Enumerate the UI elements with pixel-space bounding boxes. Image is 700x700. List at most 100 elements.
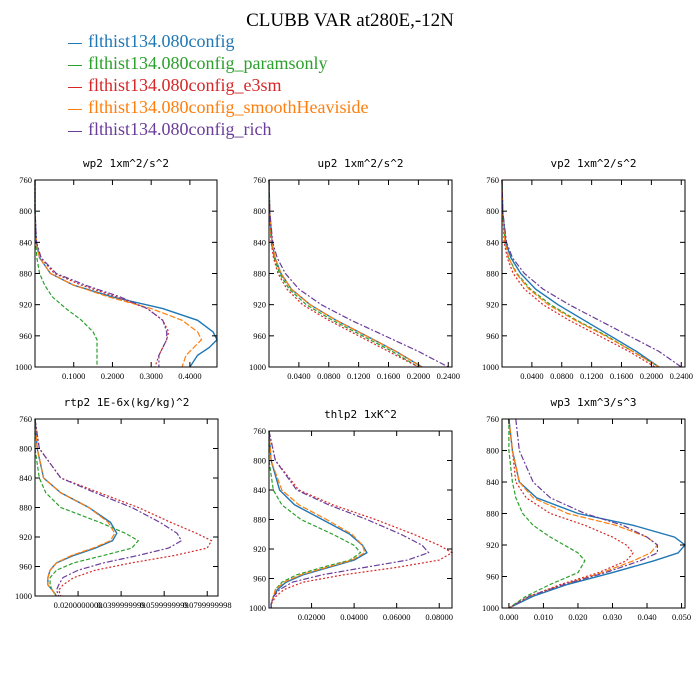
series-line <box>34 180 218 368</box>
y-tick-label: 880 <box>253 515 266 525</box>
series-line <box>34 180 203 368</box>
legend: flthist134.080config flthist134.080config… <box>68 30 368 140</box>
legend-swatch <box>68 42 82 44</box>
panel-title: wp2 1xm^2/s^2 <box>83 157 169 170</box>
x-tick-label: 0.06000 <box>383 612 411 622</box>
x-tick-label: 0.0400 <box>287 371 310 381</box>
y-tick-label: 840 <box>253 237 266 247</box>
y-tick-label: 880 <box>486 269 499 279</box>
series-line <box>268 179 423 368</box>
series-line <box>34 418 183 597</box>
plot-frame <box>268 179 453 368</box>
x-tick-label: 0.08000 <box>425 612 453 622</box>
panel: wp3 1xm^3/s^3 760 800 840 880 920 960 10000.000… <box>482 396 691 622</box>
legend-item: flthist134.080config_smoothHeaviside <box>68 96 368 118</box>
panel-title: vp2 1xm^2/s^2 <box>550 157 636 170</box>
series-line <box>34 418 118 597</box>
legend-label: flthist134.080config_rich <box>88 119 272 139</box>
y-tick-label: 1000 <box>482 362 499 372</box>
plot-frame <box>34 179 218 368</box>
panel: thlp2 1xK^2 760 800 840 880 920 960 1000 0.02000… <box>249 408 454 622</box>
y-tick-label: 760 <box>253 426 266 436</box>
x-tick-label: 0.1200 <box>580 371 603 381</box>
legend-label: flthist134.080config_e3sm <box>88 75 282 95</box>
panel: rtp2 1E-6x(kg/kg)^2 760 800 840 880 920 960 100… <box>15 396 232 610</box>
y-tick-label: 800 <box>486 206 499 216</box>
series-line <box>501 179 660 368</box>
y-tick-label: 1000 <box>249 603 266 613</box>
x-tick-label: 0.2400 <box>670 371 693 381</box>
y-tick-label: 760 <box>19 175 32 185</box>
series-line <box>34 180 98 367</box>
y-tick-label: 840 <box>486 237 499 247</box>
y-tick-label: 1000 <box>482 603 499 613</box>
series-line <box>508 418 687 609</box>
y-tick-label: 880 <box>19 503 32 513</box>
y-tick-label: 760 <box>486 414 499 424</box>
panel-title: thlp2 1xK^2 <box>324 408 397 421</box>
legend-item: flthist134.080config_e3sm <box>68 74 368 96</box>
x-tick-label: 0.030 <box>603 612 622 622</box>
plot-frame <box>501 418 686 609</box>
y-tick-label: 800 <box>253 206 266 216</box>
series-line <box>268 430 368 608</box>
legend-label: flthist134.080config_paramsonly <box>88 53 328 73</box>
series-line <box>508 419 586 609</box>
y-tick-label: 920 <box>486 300 499 310</box>
series-line <box>34 180 170 368</box>
x-tick-label: 0.2400 <box>437 371 460 381</box>
y-tick-label: 960 <box>486 331 499 341</box>
x-tick-label: 0.050 <box>672 612 691 622</box>
y-tick-label: 920 <box>486 540 499 550</box>
x-tick-label: 0.010 <box>534 612 553 622</box>
y-tick-label: 1000 <box>15 362 32 372</box>
y-tick-label: 960 <box>19 562 32 572</box>
panel-title: up2 1xm^2/s^2 <box>317 157 403 170</box>
y-tick-label: 800 <box>253 456 266 466</box>
legend-swatch <box>68 130 82 132</box>
x-tick-label: 0.2000 <box>101 371 124 381</box>
y-tick-label: 920 <box>19 300 32 310</box>
x-tick-label: 0.2000 <box>640 371 663 381</box>
x-tick-label: 0.1600 <box>377 371 400 381</box>
y-tick-label: 840 <box>19 237 32 247</box>
series-line <box>34 418 116 597</box>
series-line <box>501 179 682 368</box>
figure-title: CLUBB VAR at280E,-12N <box>246 10 454 31</box>
y-tick-label: 880 <box>253 269 266 279</box>
legend-swatch <box>68 64 82 66</box>
x-tick-label: 0.000 <box>499 612 518 622</box>
y-tick-label: 840 <box>19 473 32 483</box>
y-tick-label: 800 <box>19 206 32 216</box>
series-line <box>34 419 140 597</box>
y-tick-label: 920 <box>253 544 266 554</box>
y-tick-label: 920 <box>19 532 32 542</box>
series-line <box>268 431 362 608</box>
y-tick-label: 1000 <box>249 362 266 372</box>
y-tick-label: 760 <box>486 175 499 185</box>
legend-item: flthist134.080config <box>68 30 368 52</box>
x-tick-label: 0.020 <box>568 612 587 622</box>
series-line <box>268 179 419 368</box>
legend-item: flthist134.080config_paramsonly <box>68 52 368 74</box>
panel: vp2 1xm^2/s^2 760 800 840 880 920 960 1000 0.040… <box>482 157 693 381</box>
x-tick-label: 0.0800 <box>550 371 573 381</box>
y-tick-label: 880 <box>19 269 32 279</box>
series-line <box>34 180 168 367</box>
series-line <box>501 179 656 368</box>
y-tick-label: 760 <box>253 175 266 185</box>
x-tick-label: 0.0799999998 <box>183 600 232 610</box>
y-tick-label: 880 <box>486 509 499 519</box>
series-line <box>268 179 419 368</box>
y-tick-label: 840 <box>253 485 266 495</box>
x-tick-label: 0.0200000000 <box>54 600 103 610</box>
x-tick-label: 0.040 <box>637 612 656 622</box>
series-line <box>268 179 449 368</box>
y-tick-label: 920 <box>253 300 266 310</box>
x-tick-label: 0.1200 <box>347 371 370 381</box>
legend-label: flthist134.080config <box>88 31 235 51</box>
y-tick-label: 800 <box>19 444 32 454</box>
x-tick-label: 0.0800 <box>317 371 340 381</box>
